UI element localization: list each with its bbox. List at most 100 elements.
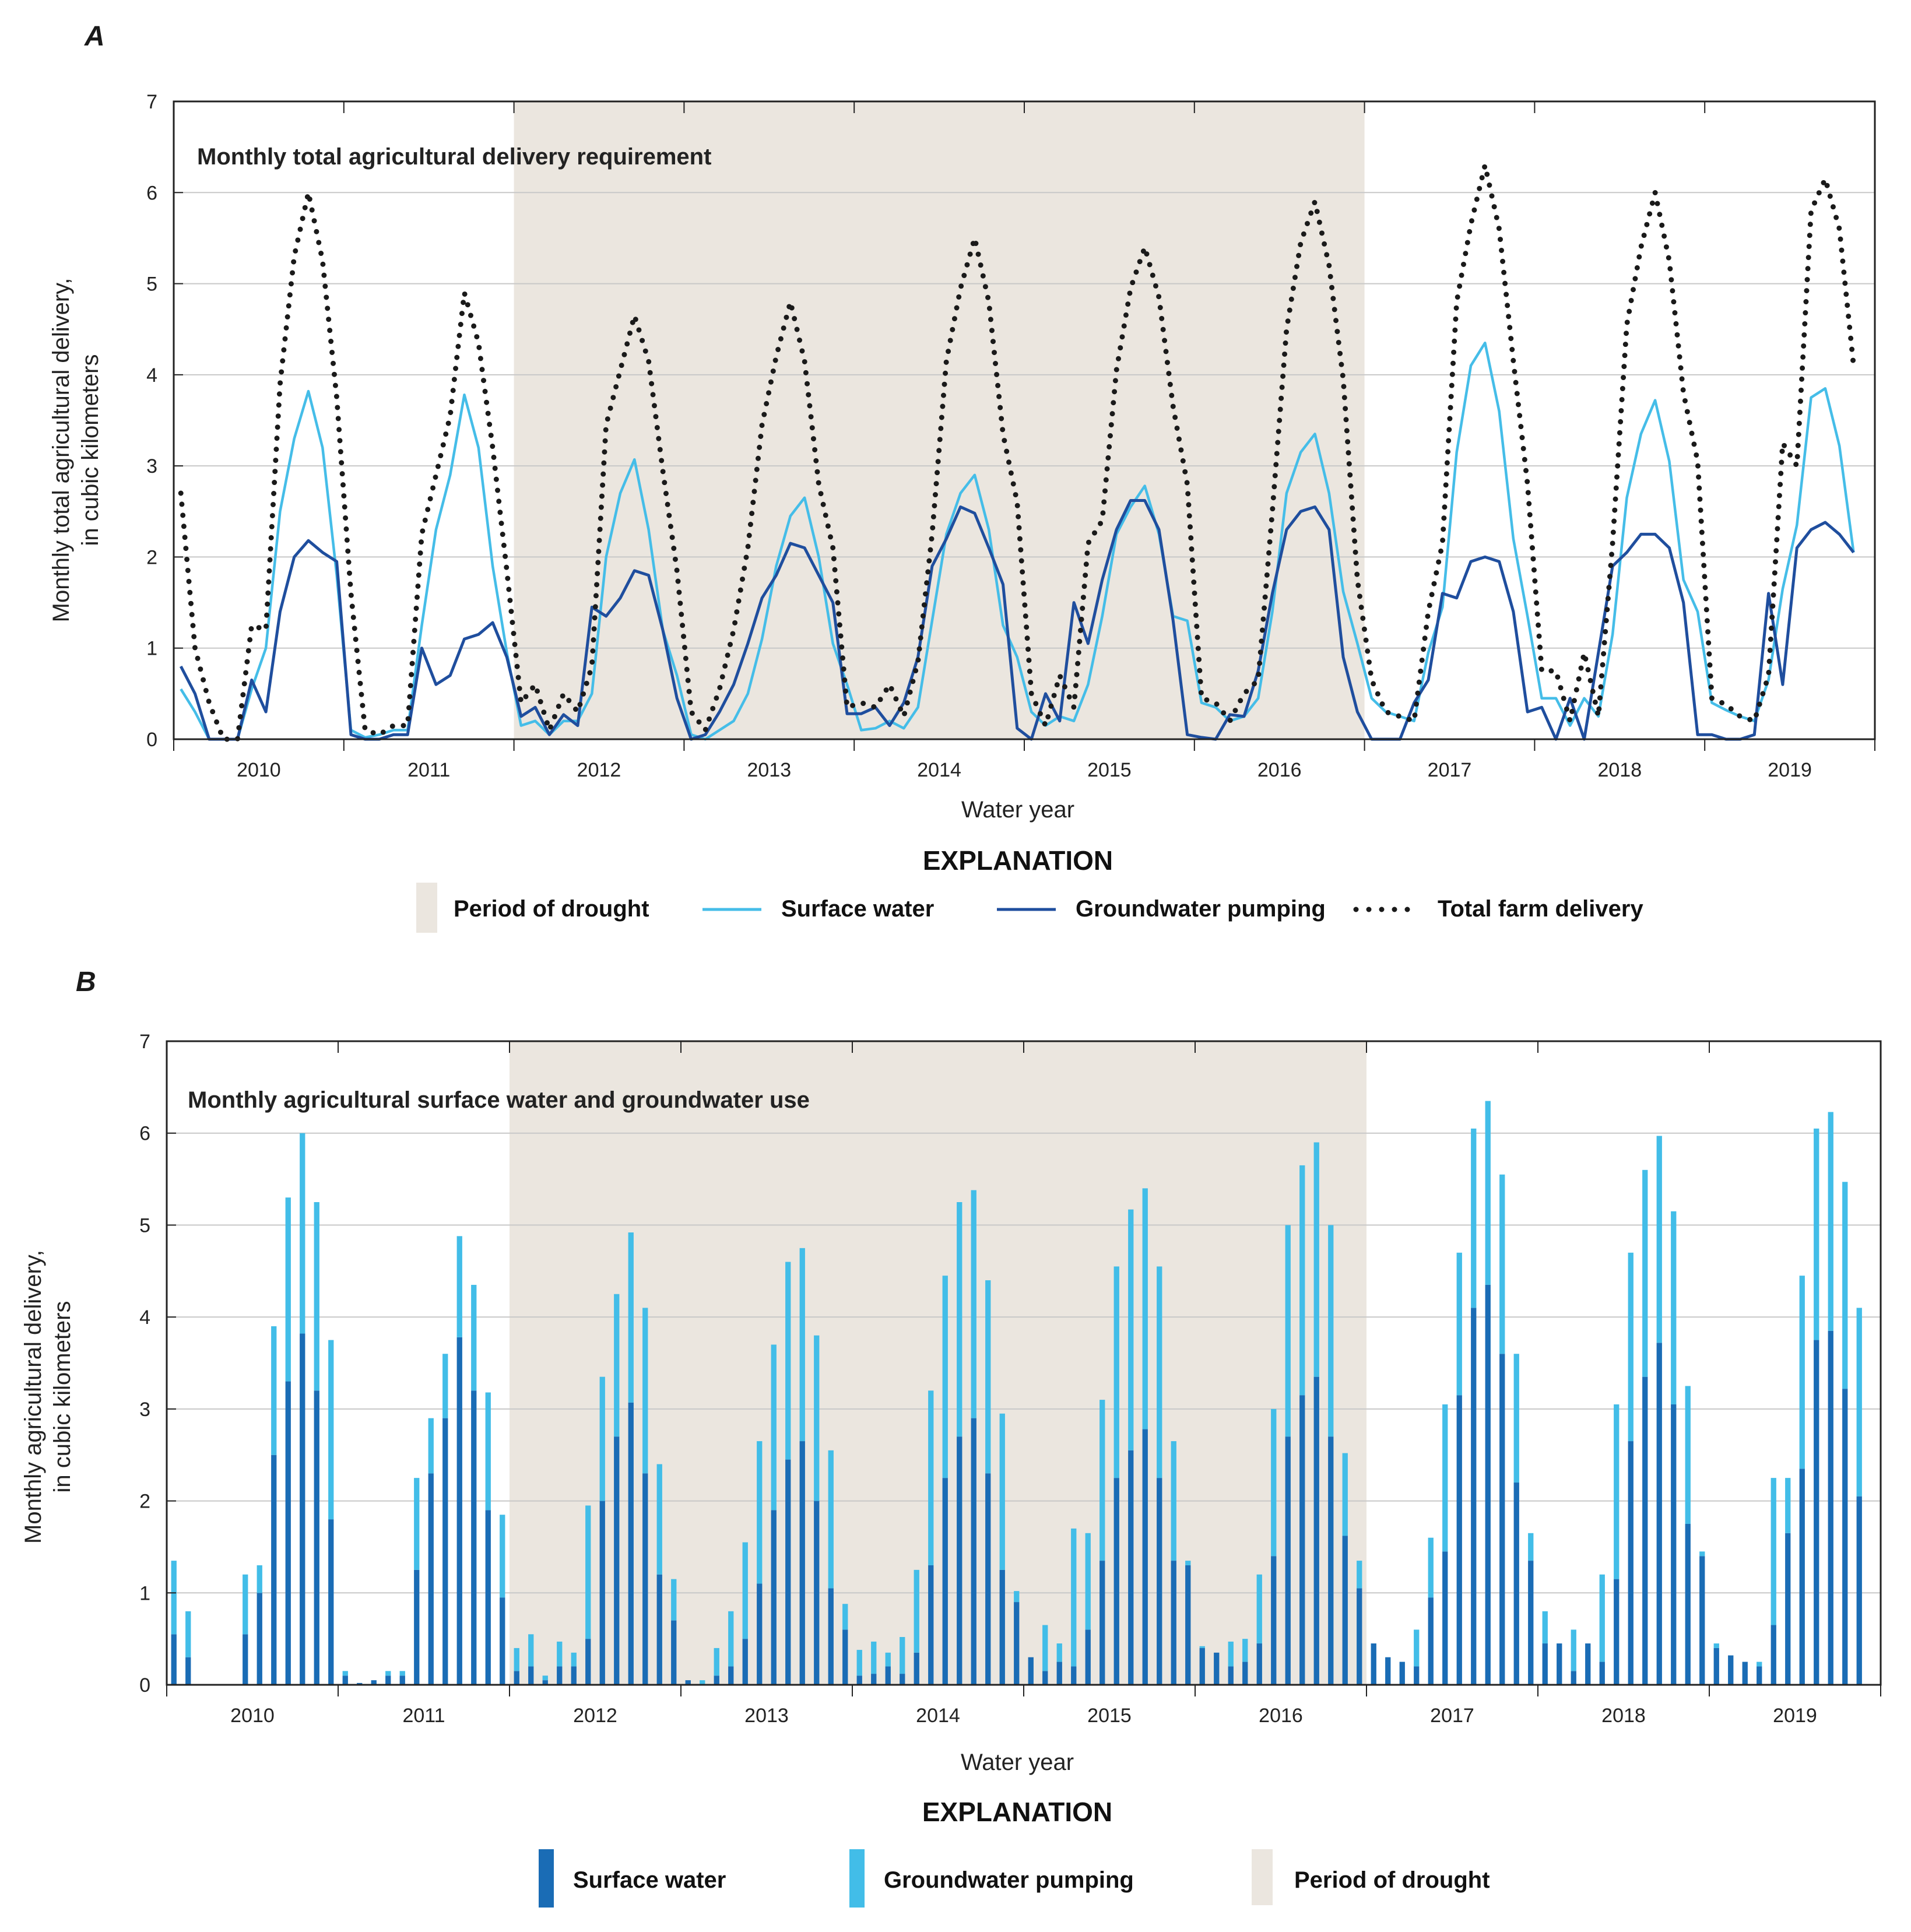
b-bar-surface-water	[799, 1441, 805, 1685]
b-bar-surface-water	[1528, 1561, 1534, 1685]
b-bar-surface-water	[742, 1639, 748, 1685]
b-bar-surface-water	[757, 1583, 763, 1685]
b-bar-surface-water	[914, 1652, 919, 1685]
b-bar-surface-water	[1357, 1588, 1362, 1685]
b-bar-surface-water	[171, 1634, 177, 1685]
b-bar-groundwater	[757, 1441, 763, 1584]
b-bar-surface-water	[1713, 1648, 1719, 1685]
b-bar-groundwater	[814, 1335, 820, 1501]
b-bar-surface-water	[1699, 1556, 1705, 1685]
b-x-tick-label-2011: 2011	[402, 1705, 445, 1727]
b-bar-surface-water	[1485, 1284, 1491, 1685]
b-bar-surface-water	[614, 1436, 620, 1685]
b-bar-surface-water	[671, 1620, 677, 1685]
b-bar-groundwater	[942, 1276, 948, 1478]
a-x-tick-label-2017: 2017	[1428, 759, 1472, 781]
b-bar-surface-water	[900, 1674, 905, 1685]
b-bar-surface-water	[1085, 1629, 1091, 1685]
b-bar-groundwater	[1142, 1188, 1148, 1429]
b-bar-groundwater	[1571, 1629, 1576, 1671]
a-y-tick-label-5: 5	[146, 273, 157, 296]
b-bar-surface-water	[371, 1680, 377, 1685]
b-bar-surface-water	[1828, 1330, 1833, 1685]
b-bar-groundwater	[599, 1376, 605, 1501]
b-bar-groundwater	[1014, 1591, 1020, 1603]
b-bar-groundwater	[314, 1202, 319, 1391]
a-x-tick-label-2011: 2011	[408, 759, 450, 781]
b-bar-groundwater	[1357, 1561, 1362, 1589]
b-bar-surface-water	[1757, 1666, 1762, 1685]
b-y-tick-label-5: 5	[139, 1214, 150, 1237]
b-bar-surface-water	[1028, 1657, 1034, 1685]
b-bar-groundwater	[1699, 1551, 1705, 1557]
b-bar-groundwater	[871, 1641, 877, 1674]
b-bar-groundwater	[1542, 1611, 1548, 1644]
panel-b-y-axis-title-line1: Monthly agricultural delivery,	[20, 1250, 46, 1544]
b-bar-groundwater	[614, 1294, 620, 1437]
b-bar-groundwater	[1228, 1641, 1234, 1667]
legend-surface-water-label: Surface water	[781, 896, 934, 922]
b-bar-groundwater	[399, 1671, 405, 1676]
b-bar-groundwater	[1842, 1182, 1848, 1389]
b-bar-groundwater	[557, 1641, 563, 1667]
b-bar-groundwater	[628, 1232, 634, 1403]
b-bar-surface-water	[557, 1666, 563, 1685]
b-bar-surface-water	[1685, 1524, 1691, 1685]
b-bar-surface-water	[728, 1666, 734, 1685]
a-x-tick-label-2013: 2013	[747, 759, 791, 781]
legend-b-surface-water-swatch	[539, 1849, 554, 1908]
b-bar-surface-water	[785, 1459, 791, 1685]
b-bar-groundwater	[528, 1634, 534, 1667]
b-bar-surface-water	[1242, 1661, 1248, 1685]
b-bar-surface-water	[1113, 1478, 1119, 1685]
panel-b-y-axis-title-line2: in cubic kilometers	[50, 1301, 75, 1492]
b-bar-surface-water	[1856, 1496, 1862, 1685]
b-bar-groundwater	[928, 1390, 934, 1565]
b-bar-surface-water	[1614, 1579, 1620, 1685]
b-bar-groundwater	[1071, 1528, 1077, 1667]
b-bar-groundwater	[1814, 1128, 1819, 1340]
b-bar-groundwater	[185, 1611, 191, 1657]
b-bar-surface-water	[185, 1657, 191, 1685]
b-bar-surface-water	[1342, 1536, 1348, 1685]
b-bar-groundwater	[300, 1133, 305, 1334]
panel-a-line-chart: A 0 1 2 3 4 5 6 7 2010 2011 2012 2013 2014 2015 2016 20…	[48, 21, 1876, 933]
b-bar-surface-water	[999, 1569, 1005, 1685]
b-x-tick-label-2016: 2016	[1259, 1705, 1303, 1727]
legend-b-groundwater-swatch	[849, 1849, 865, 1908]
b-bar-surface-water	[428, 1473, 434, 1685]
b-bar-surface-water	[285, 1381, 291, 1685]
b-bar-groundwater	[900, 1636, 905, 1674]
b-bar-surface-water	[1328, 1436, 1334, 1685]
legend-total-farm-delivery-label: Total farm delivery	[1438, 896, 1643, 922]
b-y-tick-label-0: 0	[139, 1674, 150, 1696]
legend-b-surface-water-label: Surface water	[573, 1867, 726, 1893]
b-bar-surface-water	[1571, 1671, 1576, 1685]
b-x-tick-label-2012: 2012	[573, 1705, 617, 1727]
b-bar-groundwater	[1299, 1165, 1305, 1396]
b-bar-groundwater	[485, 1392, 491, 1511]
b-bar-surface-water	[1442, 1551, 1448, 1685]
b-bar-groundwater	[785, 1262, 791, 1460]
b-bar-surface-water	[928, 1565, 934, 1685]
b-bar-groundwater	[1513, 1354, 1519, 1483]
a-y-tick-label-0: 0	[146, 729, 157, 751]
panel-b-letter: B	[76, 967, 96, 997]
b-bar-groundwater	[571, 1652, 577, 1667]
b-bar-surface-water	[1313, 1376, 1319, 1685]
b-bar-surface-water	[1771, 1625, 1776, 1685]
a-x-tick-label-2019: 2019	[1768, 759, 1812, 781]
b-bar-surface-water	[1456, 1395, 1462, 1685]
b-bar-groundwater	[1342, 1453, 1348, 1536]
b-bar-groundwater	[1656, 1136, 1662, 1343]
b-bar-surface-water	[399, 1675, 405, 1685]
b-bar-groundwater	[1042, 1625, 1048, 1671]
b-bar-surface-water	[1185, 1565, 1191, 1685]
b-bar-groundwater	[914, 1569, 919, 1653]
b-bar-surface-water	[1014, 1602, 1020, 1685]
b-bar-surface-water	[514, 1671, 519, 1685]
b-bar-groundwater	[1471, 1128, 1477, 1308]
a-x-tick-label-2018: 2018	[1597, 759, 1642, 781]
b-bar-groundwater	[1199, 1646, 1205, 1648]
b-bar-groundwater	[1128, 1209, 1134, 1450]
